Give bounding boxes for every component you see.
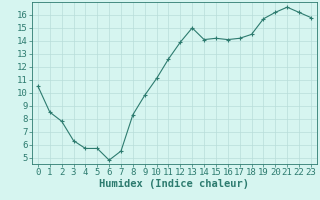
X-axis label: Humidex (Indice chaleur): Humidex (Indice chaleur) (100, 179, 249, 189)
